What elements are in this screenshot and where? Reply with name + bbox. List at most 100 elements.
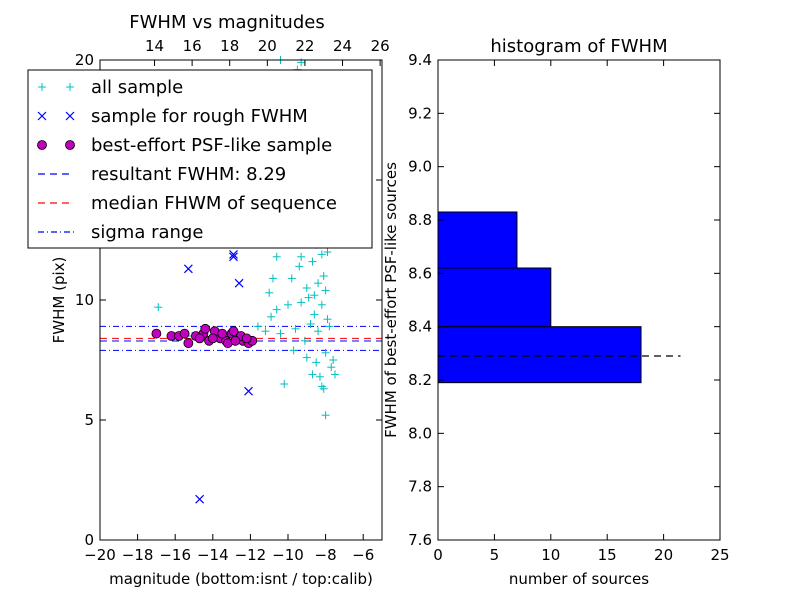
histogram-bar-0 xyxy=(437,326,642,384)
legend-item-4: median FHWM of sequence xyxy=(38,193,337,214)
series-0-point-43 xyxy=(308,370,317,379)
legend-item-3: resultant FWHM: 8.29 xyxy=(38,164,286,185)
histogram-y-label: FWHM of best-effort PSF-like sources xyxy=(382,162,400,438)
legend-marker-2-a xyxy=(37,140,47,150)
top-tick-label-2: 18 xyxy=(220,37,239,55)
hist-x-tick-label-0: 0 xyxy=(433,546,443,564)
series-0-point-48 xyxy=(304,293,313,302)
hist-y-tick-label-9: 9.4 xyxy=(408,51,432,69)
series-0-point-51 xyxy=(317,250,326,259)
scatter-legend: all sample sample for rough FWHM best-effo… xyxy=(27,69,373,249)
x-tick-label-1: −18 xyxy=(122,546,154,564)
histogram-frame xyxy=(437,59,721,541)
series-0-point-44 xyxy=(312,358,321,367)
scatter-y-label: FWHM (pix) xyxy=(50,257,68,344)
series-2 xyxy=(151,323,258,349)
y-tick-label-2: 10 xyxy=(75,291,94,309)
histogram-bars xyxy=(437,211,642,384)
scatter-x-label: magnitude (bottom:isnt / top:calib) xyxy=(109,570,373,588)
histogram-bar-2 xyxy=(437,211,518,269)
scatter-panel: −20−18−16−14−12−10−8−6051015201416182022… xyxy=(27,12,390,588)
x-tick-label-3: −14 xyxy=(197,546,229,564)
series-0-point-31 xyxy=(329,356,338,364)
legend-marker-0-a xyxy=(38,83,46,91)
series-0-point-21 xyxy=(310,291,319,300)
series-2-point-19 xyxy=(241,333,252,344)
series-2-point-23 xyxy=(200,323,211,334)
y-tick-label-4: 20 xyxy=(75,51,94,69)
hist-x-tick-label-3: 15 xyxy=(598,546,617,564)
series-1-point-0 xyxy=(183,264,193,274)
hist-y-tick-label-4: 8.4 xyxy=(408,318,432,336)
legend-label-5: sigma range xyxy=(91,222,203,243)
legend-marker-0-b xyxy=(66,83,74,91)
series-0-point-23 xyxy=(314,327,323,336)
hist-y-tick-label-1: 7.8 xyxy=(408,478,432,496)
series-0-point-20 xyxy=(308,257,317,266)
scatter-reference-lines xyxy=(100,325,382,351)
series-0-point-29 xyxy=(325,322,334,331)
series-0-point-9 xyxy=(280,380,289,388)
series-0-point-30 xyxy=(327,363,336,372)
x-tick-label-6: −8 xyxy=(315,546,337,564)
y-tick-label-1: 5 xyxy=(84,411,94,429)
series-1-point-0-b xyxy=(183,264,193,274)
series-2-point-21 xyxy=(194,333,205,344)
hist-y-tick-label-3: 8.2 xyxy=(408,371,432,389)
x-tick-label-5: −10 xyxy=(272,546,304,564)
hist-x-tick-label-2: 10 xyxy=(541,546,560,564)
series-0-point-39 xyxy=(268,274,277,283)
series-2-point-0 xyxy=(151,328,162,339)
series-1-point-5-b xyxy=(229,249,238,259)
series-0-point-6 xyxy=(267,312,276,321)
series-0-point-12 xyxy=(291,324,300,333)
series-0-point-8 xyxy=(276,329,285,338)
hist-y-tick-label-2: 8.0 xyxy=(408,424,432,442)
legend-marker-1-a-b xyxy=(37,111,47,121)
series-0-point-14 xyxy=(297,298,306,307)
series-1-point-4-b xyxy=(244,386,253,396)
histogram-bar-1 xyxy=(437,267,552,328)
hist-y-tick-label-7: 9.0 xyxy=(408,158,432,176)
series-0-point-26 xyxy=(319,272,328,280)
series-0-point-17 xyxy=(302,284,311,292)
legend-item-1: sample for rough FWHM xyxy=(37,106,308,127)
series-0-point-50 xyxy=(314,279,323,288)
series-2-point-3 xyxy=(183,338,194,349)
series-0-point-32 xyxy=(331,370,339,379)
series-1-point-2 xyxy=(229,252,238,262)
series-1-point-5 xyxy=(229,249,238,259)
series-2-point-15 xyxy=(207,333,218,344)
series-0-point-16 xyxy=(300,336,309,345)
histogram-x-label: number of sources xyxy=(509,570,649,588)
hist-x-tick-label-4: 20 xyxy=(654,546,673,564)
series-0-point-4 xyxy=(253,322,262,331)
series-0-point-53 xyxy=(323,315,332,324)
series-0-point-19 xyxy=(306,320,315,328)
series-0-point-42 xyxy=(302,353,311,362)
series-0-point-27 xyxy=(321,348,330,357)
series-0-point-33 xyxy=(321,411,330,420)
histogram-ticks: 0 5 10 15 20 25 7.6 7.8 8.0 8.2 8.4 8.6 8.8 9.0 9.2 9.4 xyxy=(408,51,729,564)
legend-label-0: all sample xyxy=(91,77,183,98)
series-0-point-5 xyxy=(261,327,270,336)
series-0-point-49 xyxy=(310,310,319,319)
series-0-point-52 xyxy=(321,286,330,295)
series-2-point-16 xyxy=(217,328,228,339)
series-2-point-17 xyxy=(228,326,239,337)
series-1 xyxy=(183,249,253,504)
x-tick-label-7: −6 xyxy=(352,546,374,564)
histogram-title: histogram of FWHM xyxy=(490,36,667,57)
series-1-point-3 xyxy=(234,278,244,288)
hist-x-tick-label-5: 25 xyxy=(710,546,729,564)
legend-item-2: best-effort PSF-like sample xyxy=(37,135,332,156)
legend-item-0: all sample xyxy=(38,77,183,98)
series-0-point-0 xyxy=(154,303,163,312)
x-tick-label-4: −12 xyxy=(235,546,267,564)
hist-y-tick-label-8: 9.2 xyxy=(408,104,432,122)
x-tick-label-0: −20 xyxy=(84,546,116,564)
legend-marker-2-b xyxy=(65,140,75,150)
legend-item-5: sigma range xyxy=(38,222,203,243)
legend-box xyxy=(27,69,373,249)
